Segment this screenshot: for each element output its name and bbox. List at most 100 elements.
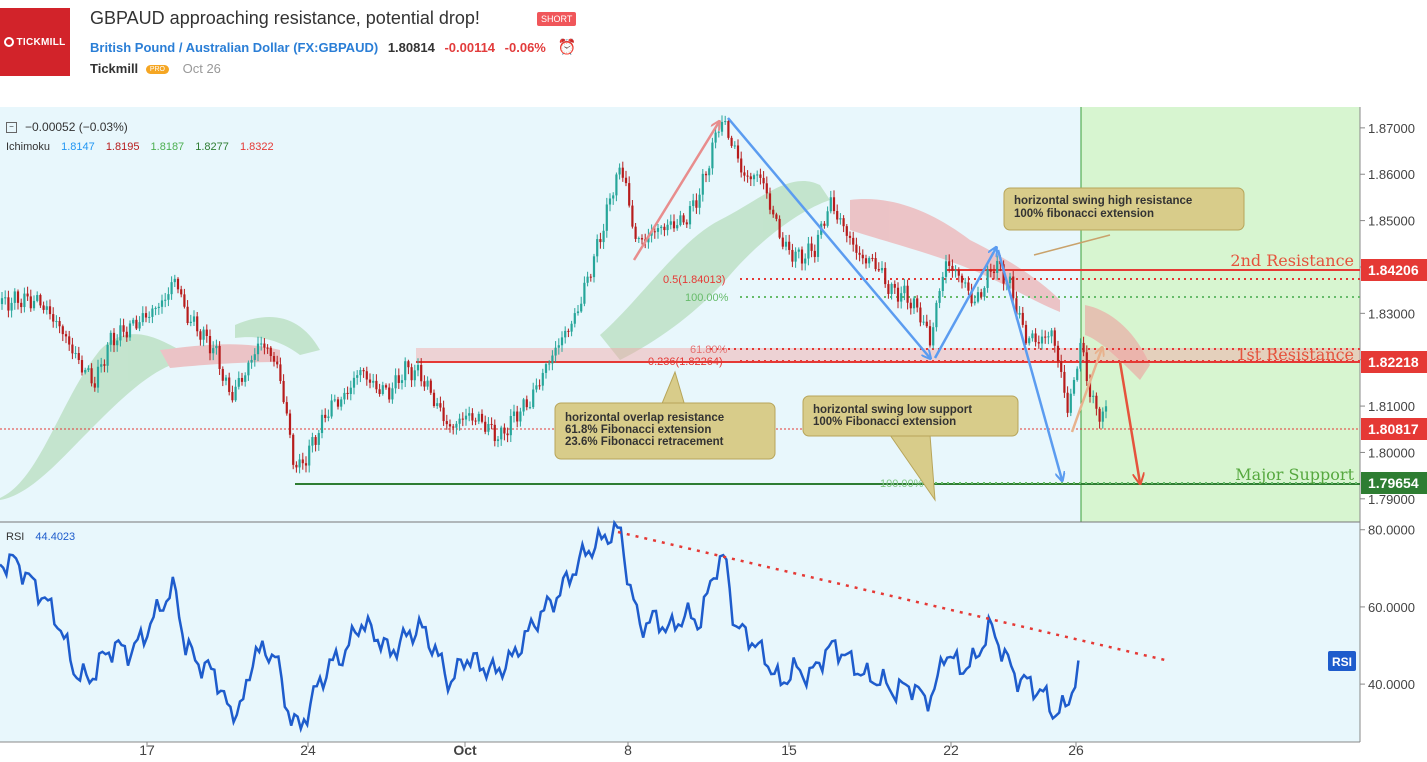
- current-price-badge: [1361, 418, 1427, 440]
- time-axis[interactable]: 17 24 Oct 8 15 22 26: [139, 742, 1084, 758]
- key-levels: [0, 269, 1360, 485]
- candle-body: [266, 347, 269, 349]
- rsi-tick-label: 40.0000: [1368, 677, 1415, 692]
- candle-body: [496, 439, 500, 442]
- logo-text: TICKMILL: [16, 36, 66, 48]
- candle-body: [877, 269, 880, 271]
- candle-body: [1063, 371, 1066, 393]
- candle-body: [752, 175, 756, 180]
- candle-body: [522, 399, 525, 412]
- candle-body: [791, 249, 794, 262]
- candle-body: [938, 291, 941, 303]
- price-tick-label: 1.81000: [1368, 399, 1415, 414]
- annotation-line: 23.6% Fibonacci retracement: [565, 436, 724, 448]
- candle-body: [512, 411, 516, 417]
- candle-body: [762, 177, 765, 184]
- candle-body: [346, 392, 349, 395]
- ichimoku-legend[interactable]: Ichimoku 1.8147 1.8195 1.8187 1.8277 1.8…: [6, 141, 282, 153]
- candle-body: [589, 276, 592, 278]
- candle-body: [237, 377, 240, 387]
- candle-body: [439, 403, 442, 408]
- candle-body: [372, 380, 375, 383]
- candle-body: [90, 368, 93, 384]
- resistance-zone: [416, 348, 1360, 363]
- candle-body: [932, 327, 935, 346]
- candle-body: [928, 326, 932, 346]
- candle-body: [455, 423, 458, 428]
- candle-body: [106, 344, 109, 366]
- collapse-icon[interactable]: −: [6, 122, 17, 134]
- candle-body: [688, 206, 692, 225]
- candle-body: [212, 348, 215, 354]
- symbol-line: British Pound / Australian Dollar (FX:GB…: [90, 38, 576, 56]
- author-link[interactable]: Tickmill: [90, 61, 139, 76]
- first-resistance-badge-text: 1.82218: [1368, 354, 1419, 370]
- candle-body: [468, 413, 471, 416]
- time-tick-label: 26: [1068, 742, 1084, 758]
- annotation-line: 61.8% Fibonacci extension: [565, 424, 711, 436]
- candle-body: [109, 332, 112, 345]
- candle-body: [183, 294, 186, 307]
- chart-canvas[interactable]: 0.5(1.84013) 100.00% 61.80% 0.236(1.8226…: [0, 100, 1427, 762]
- candle-body: [333, 399, 336, 401]
- candle-body: [493, 424, 496, 442]
- candle-body: [720, 121, 724, 132]
- candle-body: [992, 271, 996, 274]
- second-resistance-badge: [1361, 259, 1427, 281]
- candle-body: [660, 226, 663, 229]
- candlesticks: [0, 115, 1108, 474]
- symbol-name-link[interactable]: British Pound / Australian Dollar (FX:GB…: [90, 40, 379, 55]
- rsi-axis[interactable]: 80.0000 60.0000 40.0000: [1360, 523, 1415, 692]
- price-axis[interactable]: 1.870001.860001.850001.840001.830001.820…: [1360, 121, 1415, 507]
- price-tick-label: 1.86000: [1368, 167, 1415, 182]
- candle-body: [704, 173, 708, 176]
- candle-body: [596, 239, 599, 257]
- candle-body: [714, 132, 717, 143]
- candle-body: [52, 314, 55, 322]
- candle-body: [807, 243, 810, 259]
- alarm-clock-icon[interactable]: ⏰: [557, 39, 577, 56]
- candle-body: [301, 459, 304, 464]
- candle-body: [128, 323, 132, 338]
- candle-body: [695, 200, 698, 208]
- annotation-swing-high[interactable]: horizontal swing high resistance 100% fi…: [1003, 187, 1245, 231]
- candle-body: [311, 437, 314, 446]
- candle-body: [138, 322, 141, 329]
- candle-body: [464, 415, 468, 420]
- candle-body: [941, 276, 944, 292]
- candle-body: [532, 389, 535, 408]
- candle-body: [244, 375, 247, 382]
- annotation-swing-low-support[interactable]: horizontal swing low support 100% Fibona…: [802, 395, 1019, 437]
- candle-body: [314, 437, 317, 445]
- candle-body: [0, 298, 4, 305]
- candle-body: [1050, 330, 1053, 337]
- candle-body: [445, 421, 448, 425]
- fib-label-236: 0.236(1.82264): [648, 356, 723, 368]
- candle-body: [356, 375, 359, 378]
- candle-body: [432, 392, 436, 406]
- price-tick-label: 1.80000: [1368, 445, 1415, 460]
- candle-body: [672, 221, 676, 229]
- candle-body: [13, 291, 16, 303]
- candle-body: [871, 257, 874, 259]
- candle-body: [228, 377, 231, 392]
- rsi-legend[interactable]: RSI 44.4023: [6, 531, 83, 543]
- candle-body: [810, 243, 813, 251]
- candle-body: [736, 145, 740, 159]
- time-tick-label: 17: [139, 742, 155, 758]
- candle-body: [656, 228, 660, 232]
- candle-body: [839, 218, 842, 220]
- candle-body: [599, 239, 602, 243]
- level-labels: 2nd Resistance 1st Resistance Major Supp…: [1230, 251, 1354, 484]
- major-support-label: Major Support: [1235, 465, 1354, 484]
- candle-body: [1066, 392, 1069, 413]
- annotation-overlap-resistance[interactable]: horizontal overlap resistance 61.8% Fibo…: [554, 402, 776, 460]
- ichimoku-lagging-value: 1.8187: [150, 141, 185, 153]
- candle-body: [285, 402, 288, 414]
- candle-body: [858, 252, 861, 255]
- candle-body: [164, 299, 167, 301]
- candle-body: [388, 387, 391, 400]
- annotation-box: [554, 402, 776, 460]
- candle-body: [112, 332, 116, 346]
- candle-body: [1072, 379, 1076, 394]
